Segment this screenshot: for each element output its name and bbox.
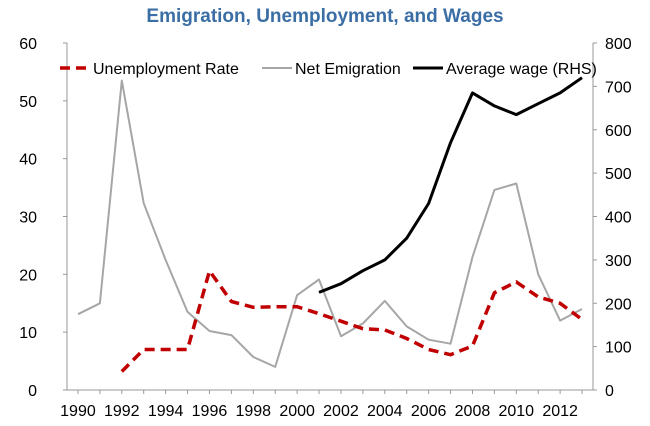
x-tick-label: 2008 [455, 403, 491, 420]
y-right-tick-label: 700 [605, 79, 632, 96]
y-left-tick-label: 60 [19, 36, 37, 53]
y-right-tick-label: 400 [605, 210, 632, 227]
series-line-net-emigration [77, 79, 583, 368]
y-left-tick-label: 10 [19, 325, 37, 342]
chart-title: Emigration, Unemployment, and Wages [146, 6, 504, 27]
y-right-tick-label: 600 [605, 123, 632, 140]
legend-label: Net Emigration [295, 61, 401, 78]
y-left-tick-label: 20 [19, 267, 37, 284]
y-right-tick-label: 100 [605, 340, 632, 357]
y-right-tick-label: 0 [605, 383, 614, 400]
y-left-tick-label: 50 [19, 94, 37, 111]
x-tick-label: 1994 [148, 403, 184, 420]
x-tick-label: 1990 [60, 403, 96, 420]
series-line-unemployment-rate [120, 269, 584, 373]
legend-label: Unemployment Rate [93, 61, 239, 78]
y-right-tick-label: 300 [605, 253, 632, 270]
x-tick-label: 1996 [192, 403, 228, 420]
y-left-tick-label: 30 [19, 210, 37, 227]
legend-label: Average wage (RHS) [446, 61, 597, 78]
x-tick-label: 2002 [323, 403, 359, 420]
x-tick-label: 2006 [411, 403, 447, 420]
x-tick-label: 2000 [279, 403, 315, 420]
y-right-tick-label: 200 [605, 296, 632, 313]
x-tick-label: 2012 [542, 403, 578, 420]
y-right-tick-label: 800 [605, 36, 632, 53]
series-group [77, 76, 584, 373]
axes-group: 0102030405060010020030040050060070080019… [19, 36, 632, 420]
series-line-average-wage-rhs [318, 76, 583, 294]
y-left-tick-label: 40 [19, 152, 37, 169]
y-right-tick-label: 500 [605, 166, 632, 183]
legend: Unemployment Rate Net Emigration Average w… [60, 61, 597, 78]
x-tick-label: 2010 [498, 403, 534, 420]
x-tick-label: 2004 [367, 403, 403, 420]
x-tick-label: 1998 [235, 403, 271, 420]
x-tick-label: 1992 [104, 403, 140, 420]
y-left-tick-label: 0 [28, 383, 37, 400]
